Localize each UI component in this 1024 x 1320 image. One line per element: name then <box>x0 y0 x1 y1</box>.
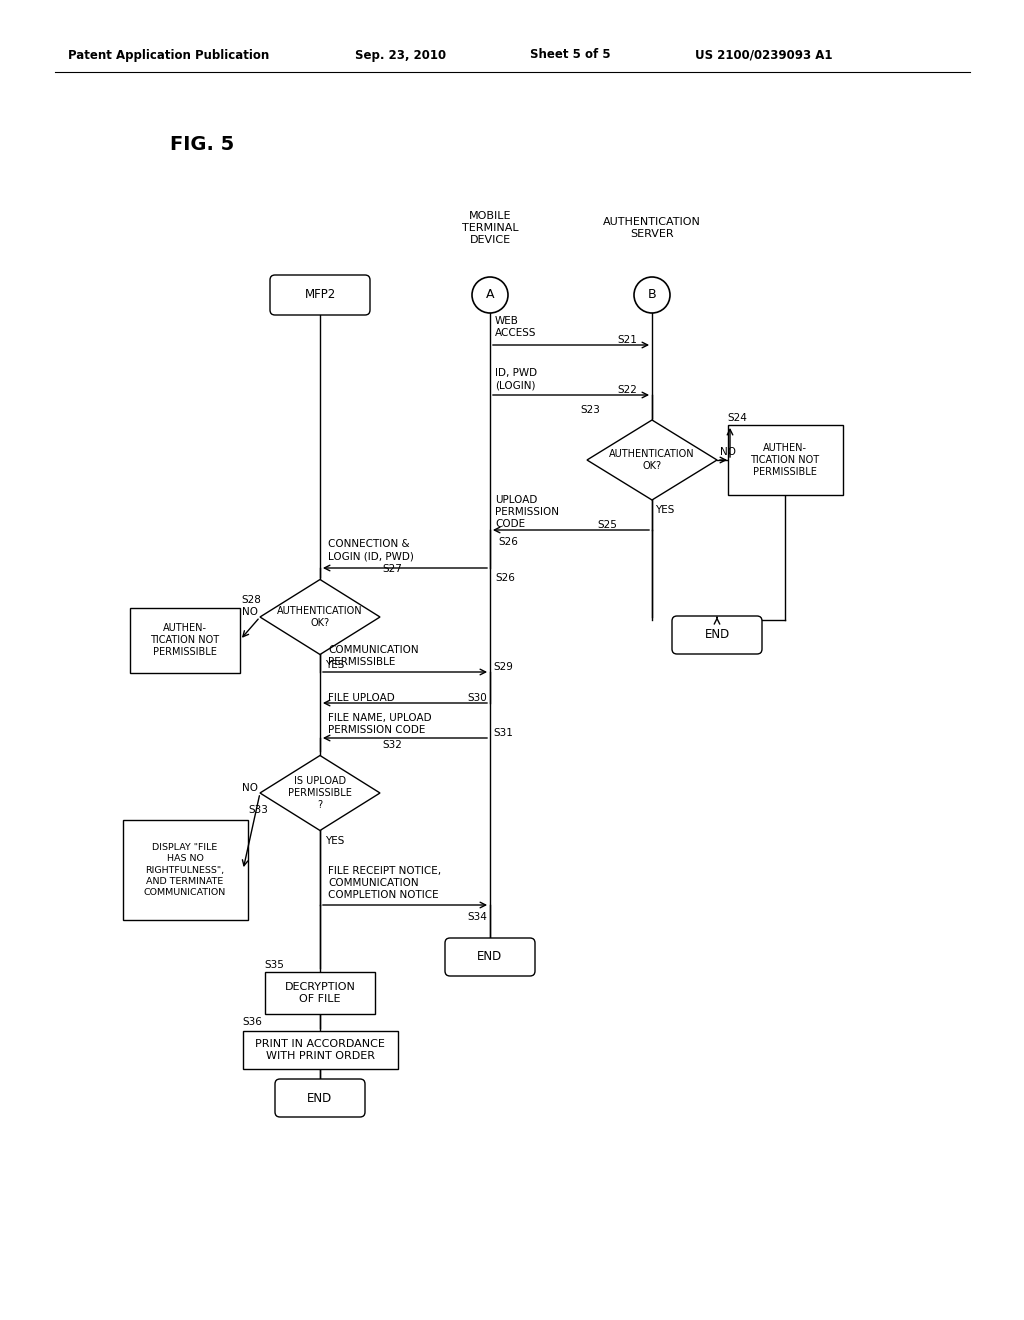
Text: AUTHEN-
TICATION NOT
PERMISSIBLE: AUTHEN- TICATION NOT PERMISSIBLE <box>151 623 219 657</box>
Circle shape <box>472 277 508 313</box>
FancyBboxPatch shape <box>265 972 375 1014</box>
Text: S25: S25 <box>597 520 617 531</box>
Text: S31: S31 <box>493 729 513 738</box>
Text: AUTHENTICATION
OK?: AUTHENTICATION OK? <box>609 449 695 471</box>
Text: S29: S29 <box>493 663 513 672</box>
Polygon shape <box>260 579 380 655</box>
Text: UPLOAD
PERMISSION
CODE: UPLOAD PERMISSION CODE <box>495 495 559 529</box>
Text: MOBILE
TERMINAL
DEVICE: MOBILE TERMINAL DEVICE <box>462 211 518 246</box>
Text: S35: S35 <box>264 960 284 970</box>
Text: ID, PWD
(LOGIN): ID, PWD (LOGIN) <box>495 368 538 391</box>
Polygon shape <box>587 420 717 500</box>
Text: YES: YES <box>325 660 344 671</box>
Text: YES: YES <box>325 836 344 846</box>
Text: AUTHEN-
TICATION NOT
PERMISSIBLE: AUTHEN- TICATION NOT PERMISSIBLE <box>751 442 819 478</box>
Text: Sheet 5 of 5: Sheet 5 of 5 <box>530 49 610 62</box>
Text: S36: S36 <box>242 1016 262 1027</box>
FancyBboxPatch shape <box>130 607 240 672</box>
Text: COMMUNICATION
PERMISSIBLE: COMMUNICATION PERMISSIBLE <box>328 644 419 667</box>
Text: AUTHENTICATION
OK?: AUTHENTICATION OK? <box>278 606 362 628</box>
Text: B: B <box>648 289 656 301</box>
Text: S27: S27 <box>382 564 401 574</box>
Text: S33: S33 <box>248 805 268 814</box>
Text: FILE NAME, UPLOAD
PERMISSION CODE: FILE NAME, UPLOAD PERMISSION CODE <box>328 713 432 735</box>
Text: S30: S30 <box>467 693 487 704</box>
FancyBboxPatch shape <box>672 616 762 653</box>
Text: DISPLAY "FILE
HAS NO
RIGHTFULNESS",
AND TERMINATE
COMMUNICATION: DISPLAY "FILE HAS NO RIGHTFULNESS", AND … <box>144 843 226 896</box>
Text: MFP2: MFP2 <box>304 289 336 301</box>
Text: S21: S21 <box>617 335 637 345</box>
Text: S23: S23 <box>580 405 600 414</box>
Text: A: A <box>485 289 495 301</box>
Text: S32: S32 <box>382 741 401 750</box>
Text: FILE UPLOAD: FILE UPLOAD <box>328 693 394 704</box>
FancyBboxPatch shape <box>123 820 248 920</box>
FancyBboxPatch shape <box>270 275 370 315</box>
Text: AUTHENTICATION
SERVER: AUTHENTICATION SERVER <box>603 216 701 239</box>
Text: NO: NO <box>242 783 258 793</box>
FancyBboxPatch shape <box>243 1031 397 1069</box>
Text: YES: YES <box>655 506 675 515</box>
Text: NO: NO <box>720 447 736 457</box>
Text: END: END <box>477 950 503 964</box>
FancyBboxPatch shape <box>727 425 843 495</box>
Text: S26: S26 <box>498 537 518 546</box>
Text: IS UPLOAD
PERMISSIBLE
?: IS UPLOAD PERMISSIBLE ? <box>288 776 352 810</box>
Circle shape <box>634 277 670 313</box>
FancyBboxPatch shape <box>445 939 535 975</box>
Text: S28: S28 <box>241 595 261 605</box>
Text: Sep. 23, 2010: Sep. 23, 2010 <box>355 49 446 62</box>
FancyBboxPatch shape <box>275 1078 365 1117</box>
Text: FILE RECEIPT NOTICE,
COMMUNICATION
COMPLETION NOTICE: FILE RECEIPT NOTICE, COMMUNICATION COMPL… <box>328 866 441 900</box>
Text: Patent Application Publication: Patent Application Publication <box>68 49 269 62</box>
Text: S26: S26 <box>495 573 515 583</box>
Text: FIG. 5: FIG. 5 <box>170 136 234 154</box>
Text: S24: S24 <box>727 413 746 422</box>
Text: DECRYPTION
OF FILE: DECRYPTION OF FILE <box>285 982 355 1005</box>
Text: S34: S34 <box>467 912 487 921</box>
Text: WEB
ACCESS: WEB ACCESS <box>495 315 537 338</box>
Text: S22: S22 <box>617 385 637 395</box>
Text: CONNECTION &
LOGIN (ID, PWD): CONNECTION & LOGIN (ID, PWD) <box>328 539 414 561</box>
Text: US 2100/0239093 A1: US 2100/0239093 A1 <box>695 49 833 62</box>
Text: END: END <box>307 1092 333 1105</box>
Text: NO: NO <box>242 607 258 616</box>
Text: PRINT IN ACCORDANCE
WITH PRINT ORDER: PRINT IN ACCORDANCE WITH PRINT ORDER <box>255 1039 385 1061</box>
Text: END: END <box>705 628 730 642</box>
Polygon shape <box>260 755 380 830</box>
